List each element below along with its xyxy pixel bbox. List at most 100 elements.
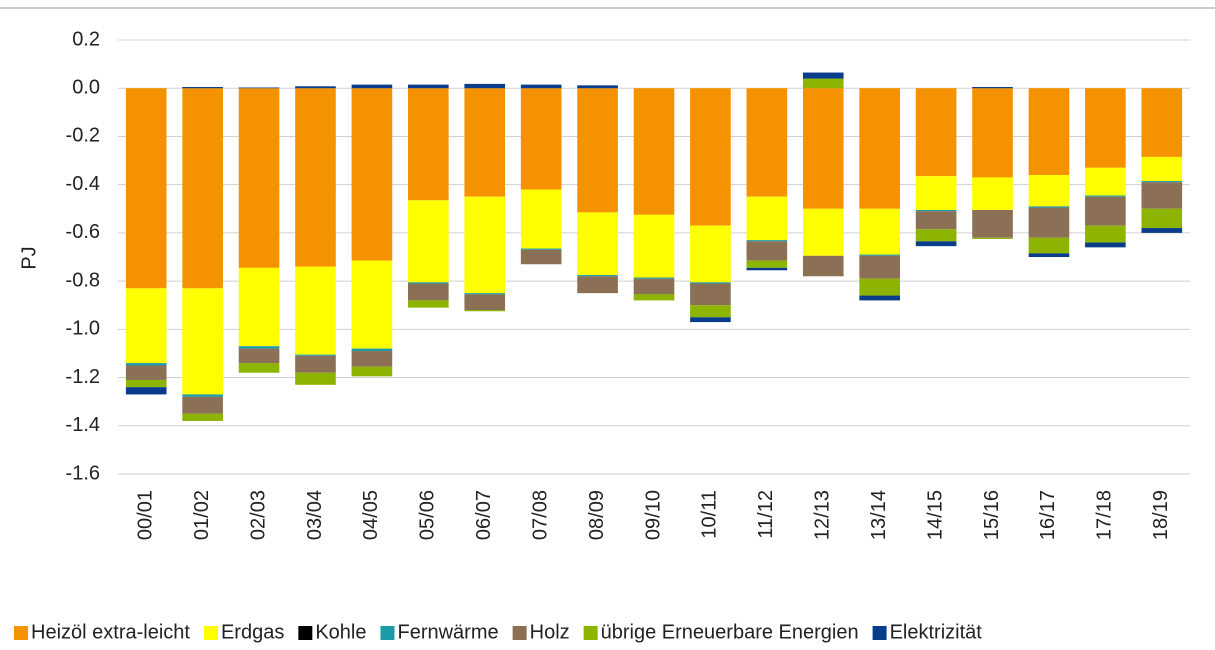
bar-segment — [690, 282, 731, 284]
legend-label: Fernwärme — [397, 621, 498, 643]
bar-segment — [295, 355, 336, 373]
legend-label: Heizöl extra-leicht — [31, 621, 190, 643]
bar-segment — [915, 176, 957, 210]
bar-segment — [859, 295, 900, 301]
legend-swatch — [872, 626, 887, 640]
legend-swatch — [512, 626, 527, 640]
bar-segment — [859, 88, 900, 209]
bar-segment — [238, 87, 280, 89]
bar-segment — [577, 276, 618, 294]
legend-label: Erdgas — [221, 621, 284, 643]
bar-segment — [295, 88, 336, 267]
bar-segment — [520, 84, 562, 89]
legend-swatch — [14, 626, 28, 640]
bar-segment — [972, 209, 1013, 238]
bar-segment — [633, 277, 675, 279]
bar-segment — [238, 348, 280, 364]
bar-segment — [125, 88, 167, 289]
bar-segment — [464, 294, 506, 311]
bar-segment — [182, 394, 223, 397]
y-axis-label: PJ — [18, 246, 40, 269]
bar-segment — [690, 225, 731, 283]
bar-segment — [972, 87, 1013, 89]
bar-segment — [408, 200, 449, 283]
bar-segment — [577, 212, 618, 276]
bar-segment — [802, 208, 844, 256]
bar-segment — [1085, 225, 1126, 243]
x-tick-label: 03/04 — [304, 490, 326, 540]
bar-segment — [859, 255, 900, 279]
bar-segment — [972, 88, 1013, 178]
bar-segment — [182, 413, 223, 421]
x-tick-label: 12/13 — [812, 490, 834, 540]
y-tick-label: -1.2 — [66, 366, 100, 388]
bar-segment — [915, 229, 957, 242]
bar-segment — [1085, 196, 1126, 226]
bar-segment — [182, 288, 223, 395]
x-tick-label: 01/02 — [191, 490, 213, 540]
bar-segment — [520, 249, 562, 265]
bar-segment — [238, 346, 280, 349]
legend-swatch — [380, 626, 395, 640]
bar-segment — [633, 214, 675, 278]
bar-segment — [408, 84, 449, 89]
bar-segment — [915, 241, 957, 247]
bar-segment — [802, 255, 844, 277]
y-tick-label: -0.4 — [66, 173, 100, 195]
legend-swatch — [298, 626, 313, 640]
bar-segment — [295, 354, 336, 356]
bar-segment — [859, 254, 900, 256]
bar-segment — [408, 282, 449, 284]
bar-segment — [182, 88, 223, 289]
x-tick-label: 05/06 — [417, 490, 439, 540]
bar-segment — [633, 294, 675, 301]
legend-swatch — [583, 626, 598, 640]
bar-segment — [464, 83, 506, 89]
bar-segment — [295, 266, 336, 355]
bar-segment — [351, 84, 393, 89]
x-tick-label: 07/08 — [529, 490, 551, 540]
bar-segment — [577, 85, 618, 89]
bar-segment — [1085, 242, 1126, 248]
bar-segment — [746, 241, 788, 261]
x-tick-label: 11/12 — [755, 490, 777, 539]
x-tick-label: 04/05 — [360, 490, 382, 540]
bar-segment — [464, 310, 506, 312]
bar-segment — [746, 88, 788, 197]
bar-segment — [351, 88, 393, 261]
bar-segment — [746, 267, 788, 271]
bar-segment — [746, 260, 788, 268]
bar-segment — [408, 300, 449, 308]
x-tick-label: 08/09 — [586, 490, 608, 540]
bar-segment — [1085, 88, 1126, 168]
bar-segment — [633, 278, 675, 295]
bar-segment — [351, 260, 393, 349]
y-tick-label: -0.8 — [66, 269, 100, 291]
bar-segment — [182, 87, 223, 89]
y-tick-label: -1.0 — [66, 318, 100, 340]
bar-segment — [520, 88, 562, 190]
bar-segment — [802, 78, 844, 89]
bar-segment — [1141, 181, 1183, 183]
bar-segment — [915, 211, 957, 230]
bar-segment — [577, 88, 618, 213]
bar-segment — [1028, 206, 1070, 208]
bar-segment — [1085, 167, 1126, 196]
bar-segment — [1141, 182, 1183, 209]
bar-segment — [408, 283, 449, 301]
bar-segment — [1028, 207, 1070, 238]
bar-segment — [1141, 156, 1183, 182]
bar-segment — [1028, 175, 1070, 207]
x-tick-label: 14/15 — [924, 490, 946, 540]
bar-segment — [577, 275, 618, 277]
bar-segment — [408, 88, 449, 201]
bar-segment — [351, 351, 393, 367]
bar-segment — [1141, 208, 1183, 229]
bar-segment — [1085, 195, 1126, 197]
x-tick-label: 06/07 — [473, 490, 495, 540]
bar-segment — [802, 72, 844, 79]
bar-segment — [464, 293, 506, 295]
y-tick-label: -0.2 — [66, 125, 100, 147]
bar-segment — [859, 278, 900, 296]
